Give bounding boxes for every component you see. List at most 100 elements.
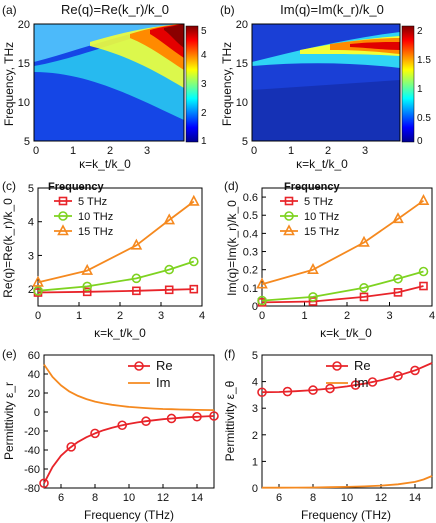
series-marker-c-1 <box>189 256 199 267</box>
y-tick-label-e: 60 <box>28 350 40 362</box>
y-tick-label-e: 20 <box>28 388 40 400</box>
y-tick-label-e: -20 <box>24 426 40 438</box>
colorbar-tick-b-2: 2 <box>417 26 423 37</box>
x-tick-label-a-2: 2 <box>107 145 113 157</box>
panel-a: (a) Re(q)=Re(k_r)/k_0 20 15 10 5 0 1 2 3… <box>2 2 207 171</box>
legend-marker-c-1 <box>58 211 68 221</box>
y-tick-label-e: 0 <box>34 407 40 419</box>
series-marker-f-0 <box>410 365 420 376</box>
y-tick-label-a-10: 10 <box>18 97 30 109</box>
series-marker-f-0 <box>257 387 267 398</box>
y-tick-label-d: 0.3 <box>243 247 258 259</box>
legend-marker-e-0 <box>134 361 144 371</box>
y-tick-label-d: 0.6 <box>243 192 258 204</box>
series-marker-d-2 <box>392 212 404 224</box>
series-marker-e-0 <box>117 420 127 431</box>
series-marker-c-2 <box>32 275 44 287</box>
series-marker-d-1 <box>257 295 267 306</box>
x-tick-label-f: 10 <box>341 492 353 504</box>
heatmap-a-lightblue-wedge <box>34 24 184 62</box>
axes-frame-e <box>43 354 215 489</box>
y-tick-label-c: 2 <box>28 284 34 296</box>
y-axis-label-c: Re(q)=Re(k_r)/k_0 <box>1 198 15 298</box>
panel-b: (b) Im(q)=Im(k_r)/k_0 20 15 10 5 0 1 2 3… <box>220 2 431 171</box>
series-marker-d-1 <box>393 273 403 284</box>
x-tick-label-c: 3 <box>158 310 164 322</box>
legend-label-d-1: 10 THz <box>304 211 339 223</box>
series-marker-e-0 <box>66 442 76 452</box>
panel-label-d: (d) <box>224 179 239 193</box>
series-marker-e-0 <box>209 411 219 421</box>
x-axis-label-b: κ=k_t/k_0 <box>296 157 348 171</box>
colorbar-b <box>401 25 415 143</box>
colorbar-tick-a-4: 4 <box>201 50 207 61</box>
x-tick-label-c: 4 <box>199 310 205 322</box>
series-marker-c-0 <box>189 284 199 294</box>
y-tick-label-a-15: 15 <box>18 58 30 70</box>
x-tick-label-d: 2 <box>344 310 350 322</box>
series-marker-c-2 <box>81 263 94 275</box>
panel-label-b: (b) <box>220 3 235 17</box>
y-tick-label-f: 4 <box>252 377 258 389</box>
series-marker-f-0 <box>282 386 293 397</box>
legend-label-d-0: 5 THz <box>304 196 333 208</box>
series-marker-d-1 <box>359 283 369 293</box>
colorbar-tick-b-0-5: 0.5 <box>417 113 431 124</box>
y-tick-label-d: 0.1 <box>243 283 258 295</box>
x-tick-label-d: 1 <box>301 310 307 322</box>
legend-title-c: Frequency <box>48 181 105 193</box>
x-tick-label-f: 6 <box>276 492 282 504</box>
x-axis-label-f: Frequency (THz) <box>301 508 391 522</box>
x-tick-label-b-3: 3 <box>362 145 368 157</box>
y-tick-label-e: 40 <box>28 369 40 381</box>
y-tick-label-e: -80 <box>24 483 40 495</box>
x-ticks-b: 0 1 2 3 <box>251 145 368 157</box>
y-tick-label-d: 0.5 <box>243 210 258 222</box>
y-tick-label-e: -40 <box>24 445 40 457</box>
heatmap-b <box>252 24 400 141</box>
series-line-d-1 <box>261 270 424 302</box>
series-marker-c-1 <box>131 273 142 284</box>
x-tick-label-a-3: 3 <box>144 145 150 157</box>
series-marker-f-0 <box>308 385 318 395</box>
series-marker-c-1 <box>164 264 174 275</box>
series-line-c-1 <box>37 260 195 292</box>
legend-label-f-0: Re <box>354 358 371 373</box>
series-line-e-1 <box>43 363 215 411</box>
legend-label-f-1: Im <box>354 375 368 390</box>
panel-label-c: (c) <box>2 179 16 193</box>
x-ticks-a: 0 1 2 3 <box>33 145 150 157</box>
axes-frame-d <box>261 187 433 307</box>
y-tick-label-d: 0.2 <box>243 265 258 277</box>
x-tick-label-e: 14 <box>191 492 203 504</box>
x-tick-label-f: 14 <box>409 492 421 504</box>
y-ticks-b: 20 15 10 5 <box>236 19 248 148</box>
series-marker-c-0 <box>82 287 92 297</box>
series-marker-d-2 <box>358 235 370 247</box>
series-line-c-0 <box>37 288 194 294</box>
colorbar-tick-a-2: 2 <box>201 108 207 119</box>
colorbar-tick-b-0: 0 <box>417 136 423 147</box>
x-tick-label-b-1: 1 <box>288 145 294 157</box>
series-marker-d-1 <box>418 266 429 277</box>
legend-marker-f-0 <box>332 361 342 371</box>
legend-label-e-0: Re <box>156 358 173 373</box>
legend-label-d-2: 15 THz <box>304 226 339 238</box>
series-marker-e-0 <box>39 478 49 489</box>
series-marker-e-0 <box>192 411 202 422</box>
legend-label-c-2: 15 THz <box>78 226 113 238</box>
y-tick-label-d: 0.4 <box>243 228 258 240</box>
y-tick-label-f: 5 <box>252 350 258 362</box>
plot-area-d: 0 1 2 3 4 0 0.1 0.2 0.3 0.4 0.5 0.6 5 THz 10 THz 15 TH… <box>243 192 435 322</box>
series-marker-d-0 <box>393 288 403 297</box>
y-tick-label-b-15: 15 <box>236 58 248 70</box>
panel-label-f: (f) <box>224 347 235 361</box>
x-tick-label-d: 0 <box>259 310 265 322</box>
series-marker-c-1 <box>33 286 43 296</box>
panel-c: (c) 0 1 2 3 4 2 3 4 5 5 THz 10 THz 15 THz κ=k_t/k_0… <box>1 179 205 340</box>
series-marker-d-2 <box>256 277 268 289</box>
series-marker-c-0 <box>164 285 174 295</box>
heatmap-a <box>34 24 184 141</box>
